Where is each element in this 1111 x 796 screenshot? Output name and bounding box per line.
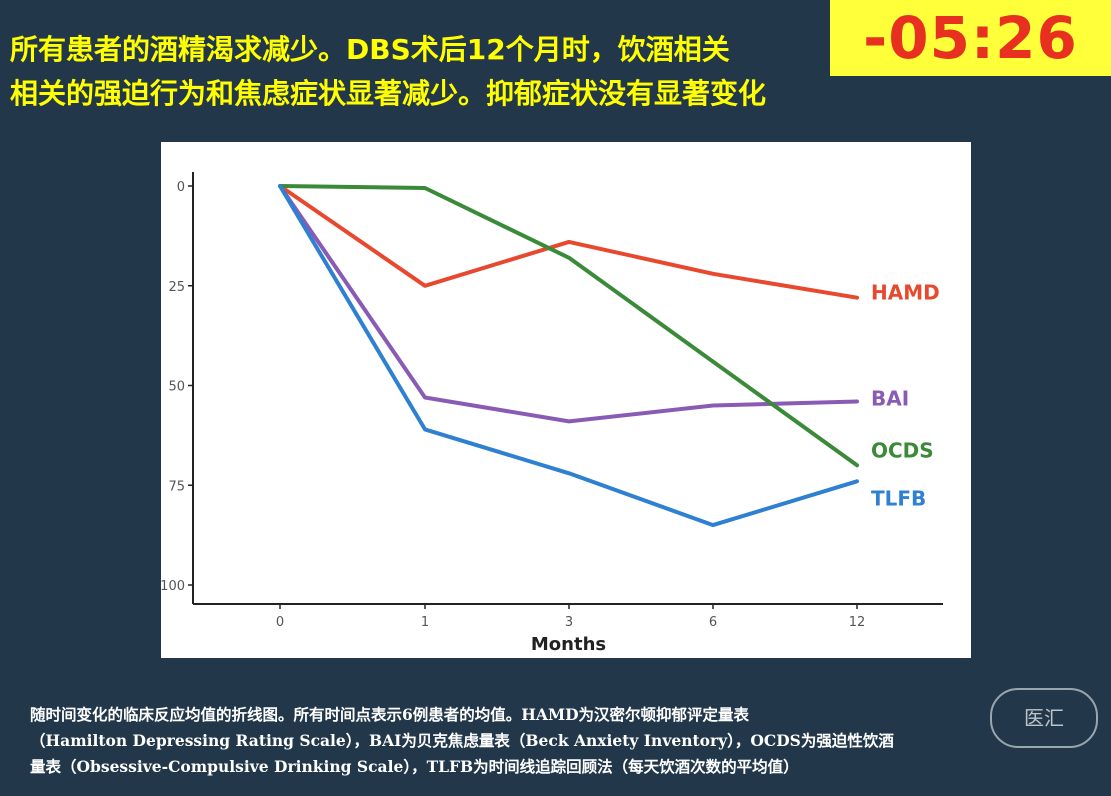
x-tick-label: 6 — [709, 615, 717, 630]
series-label-hamd: HAMD — [871, 281, 940, 305]
series-line-bai — [278, 184, 859, 424]
series-labels: HAMD BAI OCDS TLFB — [871, 281, 940, 511]
caption-line-2: （Hamilton Depressing Rating Scale），BAI为贝… — [30, 731, 894, 750]
headline-line-1: 所有患者的酒精渴求减少。DBS术后12个月时，饮酒相关 — [10, 33, 730, 66]
headline-line-2: 相关的强迫行为和焦虑症状显著减少。抑郁症状没有显著变化 — [10, 77, 767, 110]
watermark-logo: 医汇 — [990, 688, 1098, 748]
x-tick-label: 3 — [565, 615, 573, 630]
series-lines — [278, 184, 859, 528]
headline: 所有患者的酒精渴求减少。DBS术后12个月时，饮酒相关 相关的强迫行为和焦虑症状… — [10, 28, 1100, 116]
countdown-timer: -05:26 — [830, 0, 1111, 76]
chart-panel: 0 25 50 75 100 0 1 3 6 12 Months HAMD BAI OCDS TLFB — [161, 142, 971, 658]
y-tick-label: 25 — [168, 280, 185, 295]
line-chart: 0 25 50 75 100 0 1 3 6 12 Months HAMD BAI OCDS TLFB — [161, 172, 943, 655]
y-tick-label: 50 — [168, 380, 185, 395]
series-line-ocds — [278, 184, 859, 468]
caption-line-3: 量表（Obsessive-Compulsive Drinking Scale），… — [30, 757, 799, 776]
series-line-hamd — [278, 184, 859, 300]
y-tick-label: 75 — [168, 479, 185, 494]
y-tick-label: 0 — [177, 180, 185, 195]
y-tick-label: 100 — [161, 579, 185, 594]
series-label-tlfb: TLFB — [871, 486, 926, 510]
series-line-tlfb — [278, 184, 859, 528]
x-tick-label: 1 — [421, 615, 429, 630]
series-label-bai: BAI — [871, 386, 909, 410]
x-tick-label: 0 — [276, 615, 284, 630]
series-label-ocds: OCDS — [871, 438, 934, 462]
axes: 0 25 50 75 100 0 1 3 6 12 Months — [161, 172, 943, 655]
x-axis-title: Months — [531, 634, 606, 655]
caption-line-1: 随时间变化的临床反应均值的折线图。所有时间点表示6例患者的均值。HAMD为汉密尔… — [30, 705, 750, 724]
x-tick-label: 12 — [849, 615, 866, 630]
figure-caption: 随时间变化的临床反应均值的折线图。所有时间点表示6例患者的均值。HAMD为汉密尔… — [30, 702, 1090, 780]
